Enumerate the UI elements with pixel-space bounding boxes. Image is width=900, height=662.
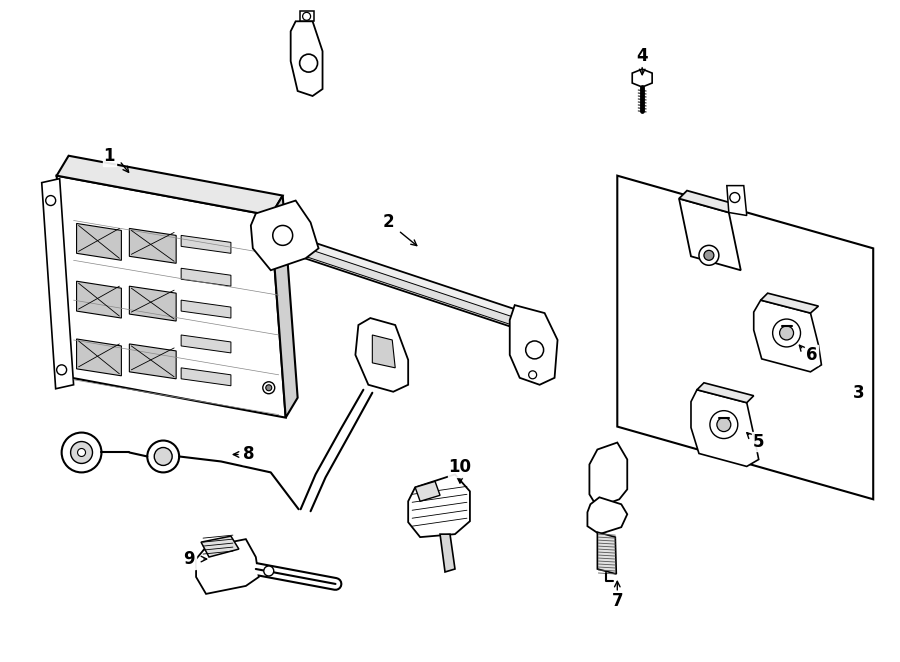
- Text: 2: 2: [382, 213, 394, 232]
- Circle shape: [263, 382, 274, 394]
- Polygon shape: [76, 339, 122, 376]
- Circle shape: [526, 341, 544, 359]
- Polygon shape: [76, 281, 122, 318]
- Circle shape: [730, 193, 740, 203]
- Circle shape: [300, 54, 318, 72]
- Polygon shape: [588, 497, 627, 534]
- Polygon shape: [679, 191, 737, 213]
- Text: 1: 1: [104, 147, 115, 165]
- Text: 5: 5: [753, 432, 764, 451]
- Circle shape: [148, 440, 179, 473]
- Circle shape: [57, 365, 67, 375]
- Circle shape: [154, 448, 172, 465]
- Polygon shape: [196, 539, 259, 594]
- Polygon shape: [679, 199, 741, 270]
- Polygon shape: [130, 228, 176, 263]
- Circle shape: [704, 250, 714, 260]
- Text: 4: 4: [636, 47, 648, 65]
- Circle shape: [717, 418, 731, 432]
- Polygon shape: [753, 300, 822, 372]
- Circle shape: [302, 13, 310, 21]
- Polygon shape: [287, 243, 530, 330]
- Polygon shape: [697, 383, 753, 402]
- Text: 10: 10: [448, 458, 472, 477]
- Polygon shape: [409, 475, 470, 537]
- Text: 3: 3: [852, 384, 864, 402]
- Polygon shape: [291, 21, 322, 96]
- Polygon shape: [57, 175, 285, 418]
- Text: 6: 6: [806, 346, 817, 364]
- Polygon shape: [415, 481, 440, 501]
- Polygon shape: [271, 195, 298, 418]
- Polygon shape: [287, 236, 533, 332]
- Circle shape: [61, 432, 102, 473]
- Circle shape: [77, 448, 86, 457]
- Polygon shape: [509, 305, 557, 385]
- Circle shape: [264, 566, 274, 576]
- Polygon shape: [632, 69, 652, 87]
- Polygon shape: [181, 368, 231, 386]
- Polygon shape: [300, 11, 313, 21]
- Circle shape: [273, 226, 292, 246]
- Circle shape: [528, 371, 536, 379]
- Polygon shape: [181, 268, 231, 286]
- Polygon shape: [201, 536, 239, 557]
- Polygon shape: [440, 534, 455, 572]
- Polygon shape: [727, 185, 747, 216]
- Polygon shape: [598, 532, 616, 574]
- Polygon shape: [76, 224, 122, 260]
- Polygon shape: [251, 201, 319, 270]
- Circle shape: [266, 385, 272, 391]
- Polygon shape: [130, 344, 176, 379]
- Polygon shape: [130, 286, 176, 321]
- Polygon shape: [691, 390, 759, 467]
- Polygon shape: [760, 293, 818, 313]
- Circle shape: [710, 410, 738, 438]
- Polygon shape: [57, 156, 283, 216]
- Circle shape: [46, 195, 56, 205]
- Circle shape: [70, 442, 93, 463]
- Text: 8: 8: [243, 446, 255, 463]
- Polygon shape: [356, 318, 409, 392]
- Polygon shape: [590, 442, 627, 507]
- Polygon shape: [181, 236, 231, 254]
- Text: 7: 7: [611, 592, 623, 610]
- Text: 9: 9: [184, 550, 195, 568]
- Polygon shape: [181, 335, 231, 353]
- Circle shape: [699, 246, 719, 265]
- Polygon shape: [181, 300, 231, 318]
- Polygon shape: [41, 179, 74, 389]
- Circle shape: [772, 319, 800, 347]
- Polygon shape: [373, 335, 395, 368]
- Circle shape: [779, 326, 794, 340]
